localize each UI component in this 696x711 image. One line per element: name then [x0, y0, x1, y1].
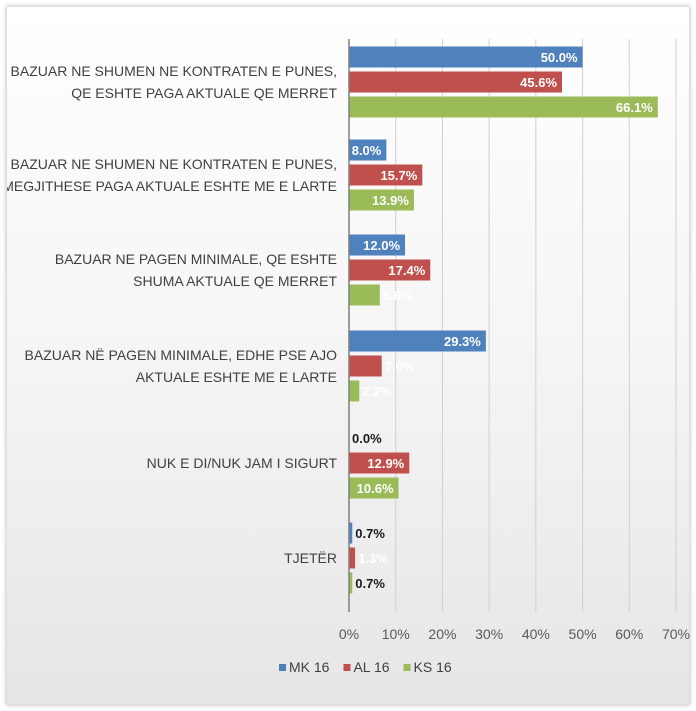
data-label: 8.0% — [352, 143, 382, 158]
bar — [349, 164, 423, 186]
category-label: SHUMA AKTUALE QE MERRET — [133, 273, 337, 289]
bar — [349, 259, 431, 281]
bar — [349, 355, 382, 377]
category-label: NUK E DI/NUK JAM I SIGURT — [147, 455, 338, 471]
bar — [349, 46, 583, 68]
bar — [349, 522, 353, 544]
chart-frame: 0% 10% 20% 30% 40% 50% 60% 70% BAZUAR NE SHUMEN … — [6, 6, 690, 705]
data-label: 15.7% — [380, 168, 417, 183]
legend-swatch — [279, 664, 286, 671]
data-label: 12.9% — [367, 456, 404, 471]
bar — [349, 547, 356, 569]
data-label: 50.0% — [541, 50, 578, 65]
data-label: 0.7% — [355, 576, 385, 591]
data-label: 0.0% — [352, 431, 382, 446]
data-label: 7.0% — [385, 359, 415, 374]
legend-label: MK 16 — [289, 659, 330, 675]
bar — [349, 284, 380, 306]
x-tick-label: 40% — [522, 626, 550, 642]
category-label: BAZUAR NE PAGEN MINIMALE, QE ESHTE — [55, 251, 337, 267]
data-label: 0.7% — [355, 526, 385, 541]
category-label: BAZUAR NE SHUMEN NE KONTRATEN E PUNES, — [11, 63, 337, 79]
x-tick-label: 70% — [662, 626, 690, 642]
data-label: 12.0% — [363, 238, 400, 253]
legend-swatch — [343, 664, 351, 671]
category-label: BAZUAR NË PAGEN MINIMALE, EDHE PSE AJO — [25, 347, 338, 363]
bar — [349, 189, 414, 211]
x-tick-label: 10% — [382, 626, 410, 642]
x-tick-label: 60% — [615, 626, 643, 642]
legend-label: AL 16 — [353, 659, 389, 675]
category-label: MEGJITHESE PAGA AKTUALE ESHTE ME E LARTE — [7, 178, 337, 194]
bar-chart: 0% 10% 20% 30% 40% 50% 60% 70% BAZUAR NE SHUMEN … — [7, 39, 690, 675]
legend-swatch — [403, 664, 411, 671]
x-tick-label: 30% — [475, 626, 503, 642]
bar — [349, 71, 563, 93]
data-label: 10.6% — [357, 481, 394, 496]
data-label: 6.6% — [383, 288, 413, 303]
data-label: 66.1% — [616, 100, 653, 115]
legend-label: KS 16 — [414, 659, 452, 675]
bar — [349, 452, 410, 474]
bar — [349, 380, 360, 402]
x-tick-label: 50% — [569, 626, 597, 642]
category-label: TJETËR — [284, 550, 337, 566]
bar — [349, 234, 406, 256]
data-label: 13.9% — [372, 193, 409, 208]
category-label: BAZUAR NE SHUMEN NE KONTRATEN E PUNES, — [11, 156, 337, 172]
bar — [349, 330, 486, 352]
data-label: 29.3% — [444, 334, 481, 349]
data-label: 2.2% — [362, 384, 392, 399]
category-label: AKTUALE ESHTE ME E LARTE — [136, 369, 337, 385]
data-label: 45.6% — [520, 75, 557, 90]
data-label: 1.3% — [358, 551, 388, 566]
bar — [349, 139, 387, 161]
bar — [349, 477, 399, 499]
data-label: 17.4% — [388, 263, 425, 278]
x-tick-label: 0% — [339, 626, 359, 642]
category-label: QE ESHTE PAGA AKTUALE QE MERRET — [71, 85, 337, 101]
bar — [349, 96, 658, 118]
x-tick-label: 20% — [428, 626, 456, 642]
bar — [349, 572, 353, 594]
